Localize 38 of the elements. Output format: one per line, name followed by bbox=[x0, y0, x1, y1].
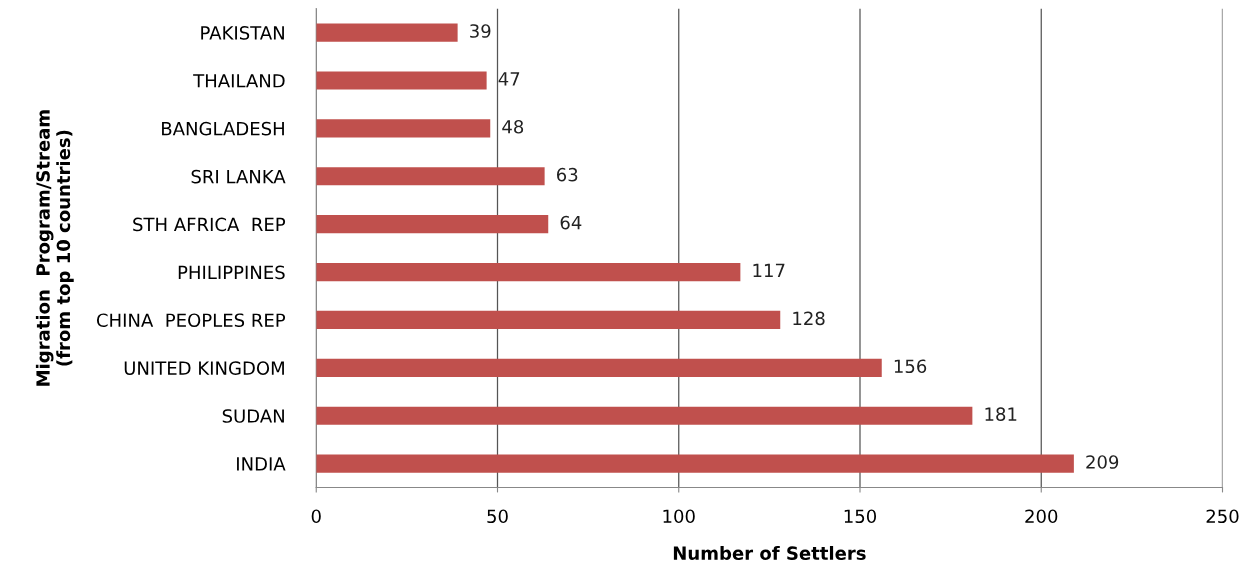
bar bbox=[316, 406, 973, 425]
x-tick-label: 0 bbox=[311, 509, 321, 524]
data-label: 48 bbox=[502, 119, 524, 134]
data-label: 128 bbox=[793, 311, 825, 326]
x-tick-label: 100 bbox=[663, 509, 695, 524]
bar bbox=[316, 119, 491, 138]
y-tick-label: PAKISTAN bbox=[201, 26, 284, 40]
x-tick-label: 50 bbox=[487, 509, 508, 524]
y-tick-label: INDIA bbox=[237, 457, 286, 471]
x-tick-label: 250 bbox=[1206, 509, 1239, 524]
x-tick-label: 200 bbox=[1025, 509, 1058, 524]
y-tick-label: UNITED KINGDOM bbox=[124, 361, 284, 375]
y-tick-label: STH AFRICA REP bbox=[133, 217, 286, 232]
bar bbox=[316, 454, 1074, 473]
bar bbox=[316, 167, 545, 186]
data-label: 64 bbox=[560, 215, 582, 230]
data-label: 39 bbox=[470, 24, 491, 38]
x-axis-title: Number of Settlers bbox=[673, 546, 866, 560]
y-tick-label: BANGLADESH bbox=[162, 121, 284, 136]
bar bbox=[316, 262, 741, 282]
data-label: 181 bbox=[985, 407, 1017, 421]
bar bbox=[316, 215, 549, 234]
data-label: 156 bbox=[894, 359, 927, 374]
y-tick-label: SRI LANKA bbox=[191, 169, 286, 184]
bar bbox=[316, 71, 487, 90]
data-label: 47 bbox=[498, 72, 520, 86]
data-label: 209 bbox=[1086, 455, 1119, 469]
bar bbox=[316, 310, 781, 330]
y-tick-label: CHINA PEOPLES REP bbox=[96, 313, 286, 328]
y-tick-label: SUDAN bbox=[222, 409, 284, 423]
y-tick-label: THAILAND bbox=[193, 74, 285, 88]
y-axis-title: Migration Program/Stream (from top 10 countries) bbox=[35, 110, 74, 386]
data-label: 117 bbox=[753, 263, 785, 278]
x-tick-label: 150 bbox=[844, 509, 877, 524]
data-label: 63 bbox=[557, 167, 578, 182]
bar bbox=[316, 358, 882, 377]
y-tick-label: PHILIPPINES bbox=[178, 265, 285, 280]
bar bbox=[316, 23, 458, 42]
